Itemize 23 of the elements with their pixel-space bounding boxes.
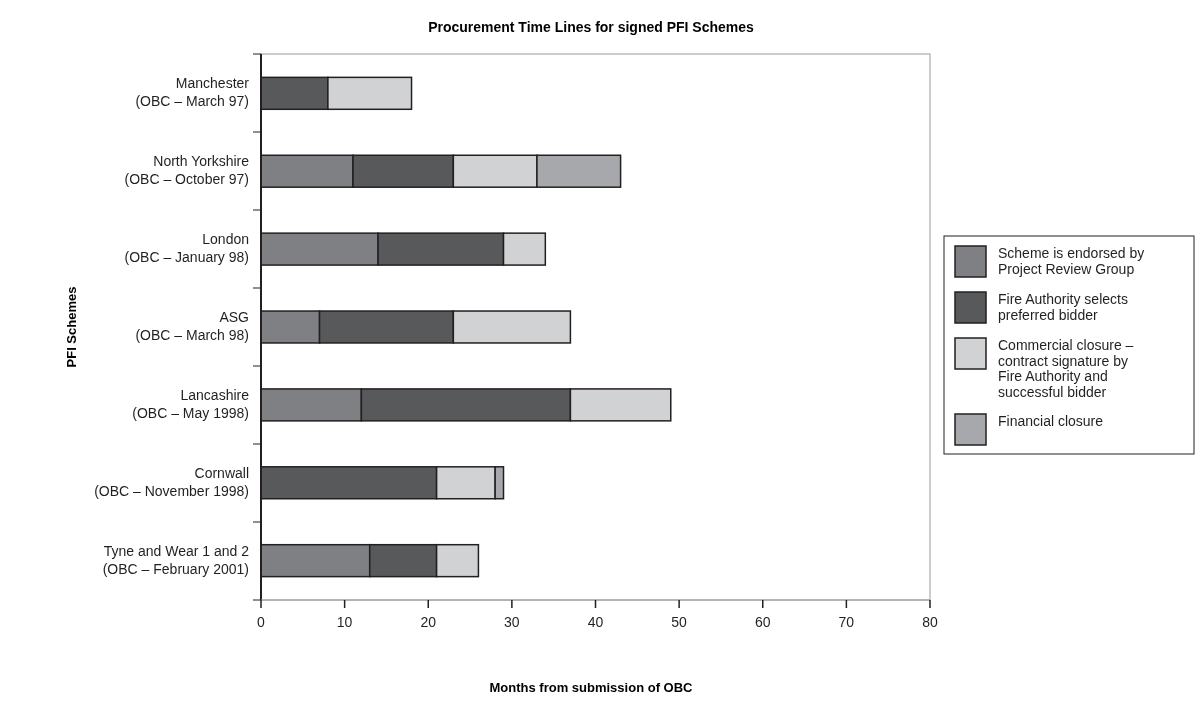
y-tick-label: North Yorkshire (OBC – October 97) xyxy=(124,152,250,187)
legend-label: Fire Authority selects preferred bidder xyxy=(998,291,1128,323)
y-tick-label: Tyne and Wear 1 and 2 (OBC – February 2001) xyxy=(102,542,250,577)
x-tick-label: 20 xyxy=(420,614,437,630)
x-tick-label: 70 xyxy=(838,614,855,630)
x-tick-label: 80 xyxy=(922,614,938,630)
x-tick-label: 40 xyxy=(587,614,604,630)
x-tick-label: 10 xyxy=(336,614,353,630)
x-axis-title: Months from submission of OBC xyxy=(489,680,694,695)
legend-label: Commercial closure – contract signature by Fire Authority and successful bidder xyxy=(998,337,1134,400)
x-tick-label: 50 xyxy=(671,614,688,630)
chart-title: Procurement Time Lines for signed PFI Schemes xyxy=(428,19,755,35)
x-tick-label: 60 xyxy=(754,614,771,630)
y-tick-label: London (OBC – January 98) xyxy=(124,230,249,265)
x-tick-label: 30 xyxy=(504,614,520,630)
y-tick-label: Lancashire (OBC – May 1998) xyxy=(132,386,250,421)
y-axis-title: PFI Schemes xyxy=(64,286,79,368)
y-tick-label: Manchester (OBC – March 97) xyxy=(135,75,250,110)
legend-label: Financial closure xyxy=(998,413,1104,429)
y-tick-label: ASG (OBC – March 98) xyxy=(135,308,249,343)
y-tick-label: Cornwall (OBC – November 1998) xyxy=(94,464,249,499)
legend-label: Scheme is endorsed by Project Review Group xyxy=(998,245,1145,277)
x-tick-label: 0 xyxy=(257,614,266,630)
